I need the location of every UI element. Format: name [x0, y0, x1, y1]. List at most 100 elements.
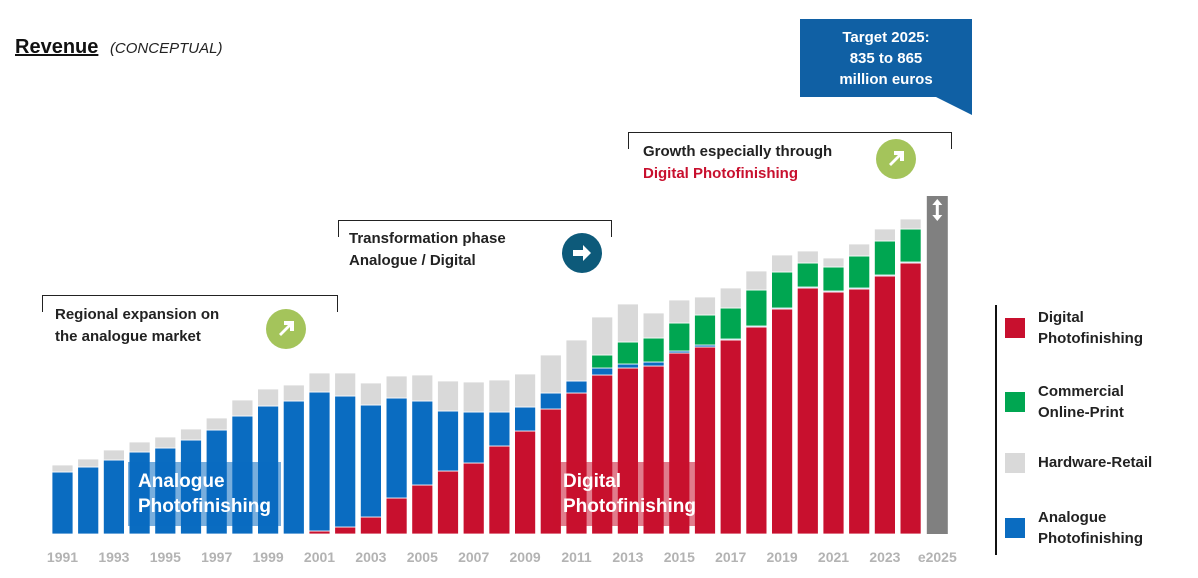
arrow-up-right-icon [876, 139, 916, 179]
bar-analogue-2006 [437, 410, 459, 472]
bar-online-2024 [899, 228, 922, 263]
bar-digital-2001 [308, 530, 331, 535]
bar-analogue-2002 [334, 395, 357, 528]
legend-swatch [1005, 392, 1025, 412]
double-arrow-icon [932, 199, 943, 221]
legend-line: Photofinishing [1038, 330, 1143, 347]
bar-hardware-2006 [437, 380, 459, 412]
tick-label-2021: 2021 [818, 549, 849, 565]
bar-online-2014 [642, 337, 665, 363]
bar-analogue-2013 [617, 363, 639, 369]
overlay-line: Photofinishing [138, 496, 271, 517]
bar-hardware-2012 [591, 316, 614, 356]
tick-label-2007: 2007 [458, 549, 489, 565]
bar-online-2013 [617, 341, 639, 365]
bar-hardware-2011 [565, 339, 588, 382]
bar-hardware-2020 [796, 250, 819, 264]
legend-line: Online-Print [1038, 404, 1124, 421]
bar-online-2016 [694, 314, 716, 346]
arrow-right-icon [562, 233, 602, 273]
bar-analogue-2000 [282, 400, 305, 535]
overlay-analogue: Analogue Photofinishing [128, 462, 281, 526]
bar-analogue-2011 [565, 380, 588, 394]
bar-digital-2018 [745, 326, 768, 535]
bar-hardware-2016 [694, 296, 716, 316]
bar-hardware-2014 [642, 312, 665, 339]
bar-analogue-2008 [488, 411, 511, 447]
bar-hardware-2007 [462, 381, 485, 413]
tick-label-2013: 2013 [612, 549, 643, 565]
legend-line: Commercial [1038, 383, 1124, 400]
bar-digital-2007 [462, 462, 485, 535]
legend-swatch [1005, 452, 1025, 473]
bar-digital-2004 [385, 497, 408, 535]
bar-online-2021 [822, 266, 845, 292]
legend-swatch [1005, 518, 1025, 538]
tick-label-2015: 2015 [664, 549, 695, 565]
phase-line: Transformation phase [349, 230, 506, 247]
bar-analogue-2007 [462, 411, 485, 464]
legend-item-online: Commercial Online-Print [1005, 381, 1178, 423]
bar-hardware-2002 [334, 372, 357, 397]
legend-label: Commercial Online-Print [1038, 381, 1178, 423]
target-line: 835 to 865 [849, 50, 923, 67]
tick-label-2003: 2003 [355, 549, 386, 565]
bar-analogue-2009 [514, 406, 536, 432]
bar-analogue-2003 [359, 404, 382, 518]
bar-hardware-2001 [308, 372, 331, 393]
phase-line: Analogue / Digital [349, 252, 476, 269]
phase-line: Regional expansion on [55, 306, 220, 323]
tick-label-2023: 2023 [869, 549, 900, 565]
bar-hardware-2008 [488, 379, 511, 413]
bar-online-2019 [771, 271, 793, 309]
bar-hardware-2023 [874, 228, 896, 242]
bar-hardware-1994 [128, 441, 151, 453]
bar-online-2018 [745, 289, 768, 327]
bar-digital-2020 [796, 287, 819, 535]
bar-online-2015 [668, 322, 691, 352]
bar-hardware-2004 [385, 375, 408, 399]
tick-label-2017: 2017 [715, 549, 746, 565]
bar-analogue-2014 [642, 361, 665, 367]
bar-digital-2022 [848, 288, 871, 535]
target-line: million euros [839, 71, 933, 88]
bar-digital-2008 [488, 445, 511, 535]
phase-bracket-growth [628, 132, 952, 149]
bar-hardware-1992 [77, 458, 100, 468]
bar-digital-2023 [874, 275, 896, 535]
overlay-line: Photofinishing [563, 496, 696, 517]
phase-line: the analogue market [55, 328, 201, 345]
bar-hardware-2013 [617, 303, 639, 343]
legend-label: Hardware-Retail [1038, 452, 1178, 473]
bar-digital-2002 [334, 526, 357, 535]
phase-bracket-analogue [42, 295, 338, 312]
legend-line: Hardware-Retail [1038, 454, 1153, 471]
bar-hardware-2000 [282, 384, 305, 402]
legend-item-digital: Digital Photofinishing [1005, 307, 1178, 349]
bar-digital-2005 [411, 484, 434, 535]
legend-item-analogue: Analogue Photofinishing [1005, 507, 1178, 549]
bar-analogue-2004 [385, 397, 408, 499]
bar-digital-2017 [719, 339, 742, 535]
tick-label-2005: 2005 [407, 549, 438, 565]
bar-analogue-2005 [411, 400, 434, 486]
bar-online-2020 [796, 262, 819, 288]
title-main: Revenue [15, 36, 99, 58]
bar-digital-2006 [437, 470, 459, 535]
tick-label-1999: 1999 [253, 549, 284, 565]
phase-label-analogue: Regional expansion on the analogue marke… [55, 304, 219, 348]
phase-label-growth: Growth especially through Digital Photof… [643, 141, 832, 185]
overlay-digital: Digital Photofinishing [553, 462, 706, 526]
bar-digital-2024 [899, 262, 922, 535]
bar-analogue-1993 [103, 459, 125, 535]
legend-line: Digital [1038, 309, 1084, 326]
bar-online-2012 [591, 354, 614, 369]
bar-hardware-2018 [745, 270, 768, 291]
bar-hardware-2019 [771, 254, 793, 273]
overlay-line: Analogue [138, 471, 225, 492]
bar-hardware-1996 [180, 428, 202, 441]
title-sub: (CONCEPTUAL) [109, 40, 223, 57]
tick-label-e2025: e2025 [918, 549, 957, 565]
chart-title: Revenue (CONCEPTUAL) [15, 36, 222, 59]
bar-hardware-2010 [539, 354, 562, 394]
